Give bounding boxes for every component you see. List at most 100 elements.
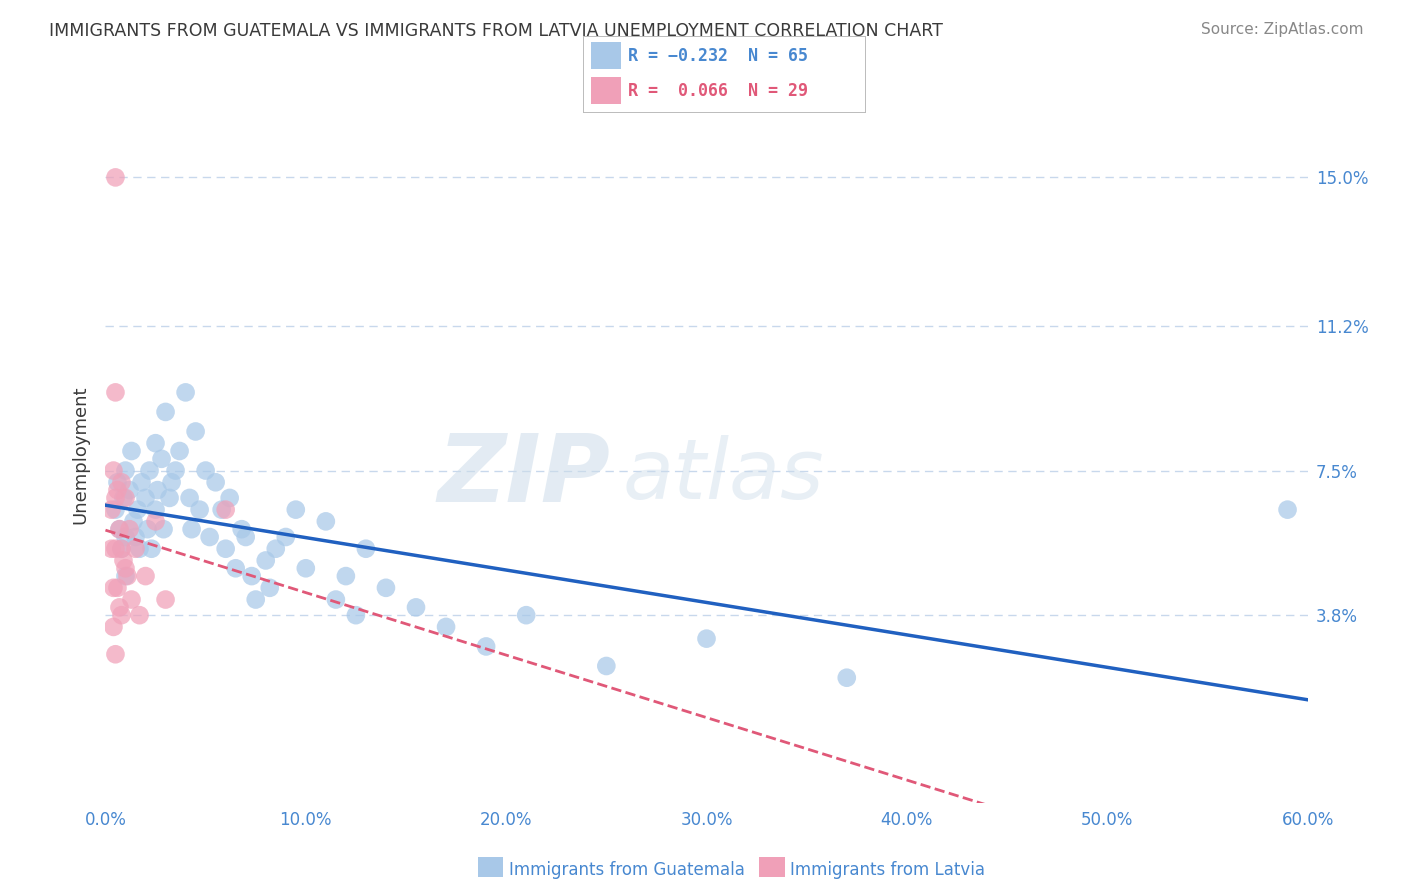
- Point: [146, 483, 169, 497]
- Point: [128, 541, 150, 556]
- Point: [108, 522, 131, 536]
- Point: [295, 561, 318, 575]
- Text: Immigrants from Guatemala: Immigrants from Guatemala: [509, 861, 745, 879]
- Point: [434, 620, 457, 634]
- Point: [124, 541, 146, 556]
- Point: [136, 522, 159, 536]
- Point: [121, 592, 143, 607]
- Point: [180, 522, 202, 536]
- Point: [211, 502, 233, 516]
- Text: Source: ZipAtlas.com: Source: ZipAtlas.com: [1201, 22, 1364, 37]
- Point: [159, 491, 181, 505]
- Point: [104, 170, 127, 185]
- Point: [344, 608, 367, 623]
- Point: [110, 475, 132, 490]
- Point: [515, 608, 537, 623]
- Point: [104, 541, 127, 556]
- Point: [145, 502, 167, 516]
- Point: [150, 451, 173, 466]
- Point: [174, 385, 197, 400]
- Point: [254, 553, 277, 567]
- Point: [179, 491, 201, 505]
- Point: [315, 514, 337, 528]
- Point: [145, 514, 167, 528]
- Point: [141, 541, 163, 556]
- Point: [204, 475, 226, 490]
- Point: [231, 522, 253, 536]
- FancyBboxPatch shape: [591, 77, 621, 104]
- Point: [107, 475, 129, 490]
- Point: [114, 491, 136, 505]
- Point: [194, 464, 217, 478]
- Point: [198, 530, 221, 544]
- Text: R =  0.066  N = 29: R = 0.066 N = 29: [628, 82, 808, 100]
- Point: [122, 514, 145, 528]
- Point: [135, 569, 157, 583]
- Point: [235, 530, 257, 544]
- FancyBboxPatch shape: [591, 42, 621, 69]
- Point: [100, 502, 122, 516]
- Point: [145, 436, 167, 450]
- Point: [259, 581, 281, 595]
- Point: [214, 502, 236, 516]
- Point: [354, 541, 377, 556]
- Point: [124, 530, 146, 544]
- Point: [160, 475, 183, 490]
- Point: [188, 502, 211, 516]
- Point: [104, 502, 127, 516]
- Y-axis label: Unemployment: Unemployment: [72, 385, 90, 524]
- Point: [165, 464, 187, 478]
- Text: R = −0.232  N = 65: R = −0.232 N = 65: [628, 47, 808, 65]
- Point: [155, 592, 177, 607]
- Point: [835, 671, 858, 685]
- Point: [103, 464, 125, 478]
- Text: Immigrants from Latvia: Immigrants from Latvia: [790, 861, 986, 879]
- Point: [169, 444, 191, 458]
- Point: [1277, 502, 1299, 516]
- Point: [131, 475, 153, 490]
- Point: [127, 502, 149, 516]
- Point: [114, 530, 136, 544]
- Point: [100, 541, 122, 556]
- Point: [138, 464, 160, 478]
- Point: [240, 569, 263, 583]
- Text: IMMIGRANTS FROM GUATEMALA VS IMMIGRANTS FROM LATVIA UNEMPLOYMENT CORRELATION CHA: IMMIGRANTS FROM GUATEMALA VS IMMIGRANTS …: [49, 22, 943, 40]
- Point: [114, 569, 136, 583]
- Point: [335, 569, 357, 583]
- Point: [264, 541, 287, 556]
- Point: [245, 592, 267, 607]
- Point: [103, 581, 125, 595]
- Text: atlas: atlas: [623, 435, 824, 516]
- Point: [110, 608, 132, 623]
- Point: [325, 592, 347, 607]
- Point: [103, 620, 125, 634]
- Point: [110, 541, 132, 556]
- Point: [595, 659, 617, 673]
- Point: [135, 491, 157, 505]
- Point: [152, 522, 174, 536]
- Point: [108, 600, 131, 615]
- Point: [155, 405, 177, 419]
- Point: [405, 600, 427, 615]
- Point: [284, 502, 307, 516]
- Point: [112, 491, 135, 505]
- Point: [114, 464, 136, 478]
- Point: [107, 483, 129, 497]
- Point: [218, 491, 240, 505]
- Point: [184, 425, 207, 439]
- Point: [274, 530, 297, 544]
- Point: [475, 640, 498, 654]
- Point: [696, 632, 718, 646]
- Text: ZIP: ZIP: [437, 430, 610, 522]
- Point: [112, 553, 135, 567]
- Point: [121, 444, 143, 458]
- Point: [128, 608, 150, 623]
- Point: [118, 483, 141, 497]
- Point: [374, 581, 398, 595]
- Point: [114, 561, 136, 575]
- Point: [107, 581, 129, 595]
- Point: [104, 491, 127, 505]
- Point: [110, 541, 132, 556]
- Point: [117, 569, 139, 583]
- Point: [225, 561, 247, 575]
